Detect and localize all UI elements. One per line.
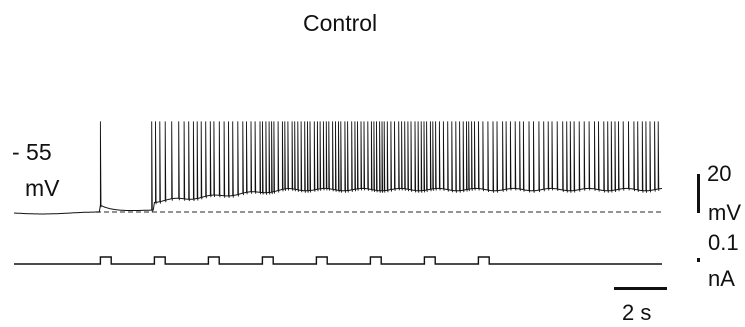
current-scale-unit: nA — [708, 266, 735, 291]
voltage-scale-unit: mV — [708, 200, 741, 225]
chart-title: Control — [303, 10, 378, 36]
resting-potential-value: - 55 — [12, 139, 52, 165]
time-scale-bar — [614, 287, 667, 290]
voltage-scale-value: 20 — [707, 161, 732, 186]
spike-marks — [99, 121, 660, 213]
membrane-potential-trace — [13, 187, 663, 215]
current-injection-trace — [14, 256, 662, 265]
voltage-scale-bar — [697, 174, 700, 213]
resting-potential-unit: mV — [25, 175, 60, 201]
time-scale-label: 2 s — [622, 300, 652, 325]
current-scale-value: 0.1 — [708, 230, 739, 255]
current-scale-bar — [697, 258, 700, 262]
